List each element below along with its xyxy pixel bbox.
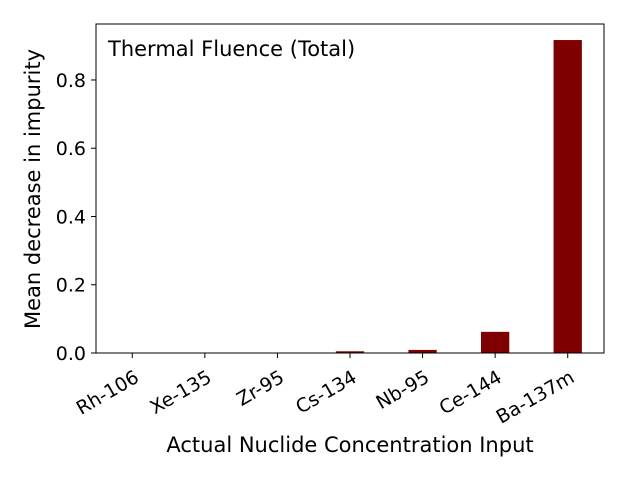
y-tick-label: 0.2 <box>56 275 86 297</box>
bar <box>553 40 582 353</box>
bar <box>408 349 437 353</box>
x-tick-label: Rh-106 <box>73 366 143 419</box>
y-tick-label: 0.0 <box>56 343 86 365</box>
bar <box>335 351 365 353</box>
annotation: Thermal Fluence (Total) <box>107 37 355 61</box>
y-tick-label: 0.4 <box>56 206 86 228</box>
x-axis-label: Actual Nuclide Concentration Input <box>166 433 533 457</box>
x-tick-label: Zr-95 <box>233 366 288 410</box>
y-tick-label: 0.6 <box>56 138 86 160</box>
y-axis-label: Mean decrease in impurity <box>21 49 45 329</box>
x-tick-label: Cs-134 <box>292 366 360 418</box>
y-tick-label: 0.8 <box>56 70 86 92</box>
x-tick-label: Xe-135 <box>146 366 215 419</box>
bar <box>480 331 510 353</box>
plot-frame <box>95 23 605 354</box>
x-tick-label: Ba-137m <box>492 366 578 428</box>
x-tick-label: Nb-95 <box>372 366 433 414</box>
